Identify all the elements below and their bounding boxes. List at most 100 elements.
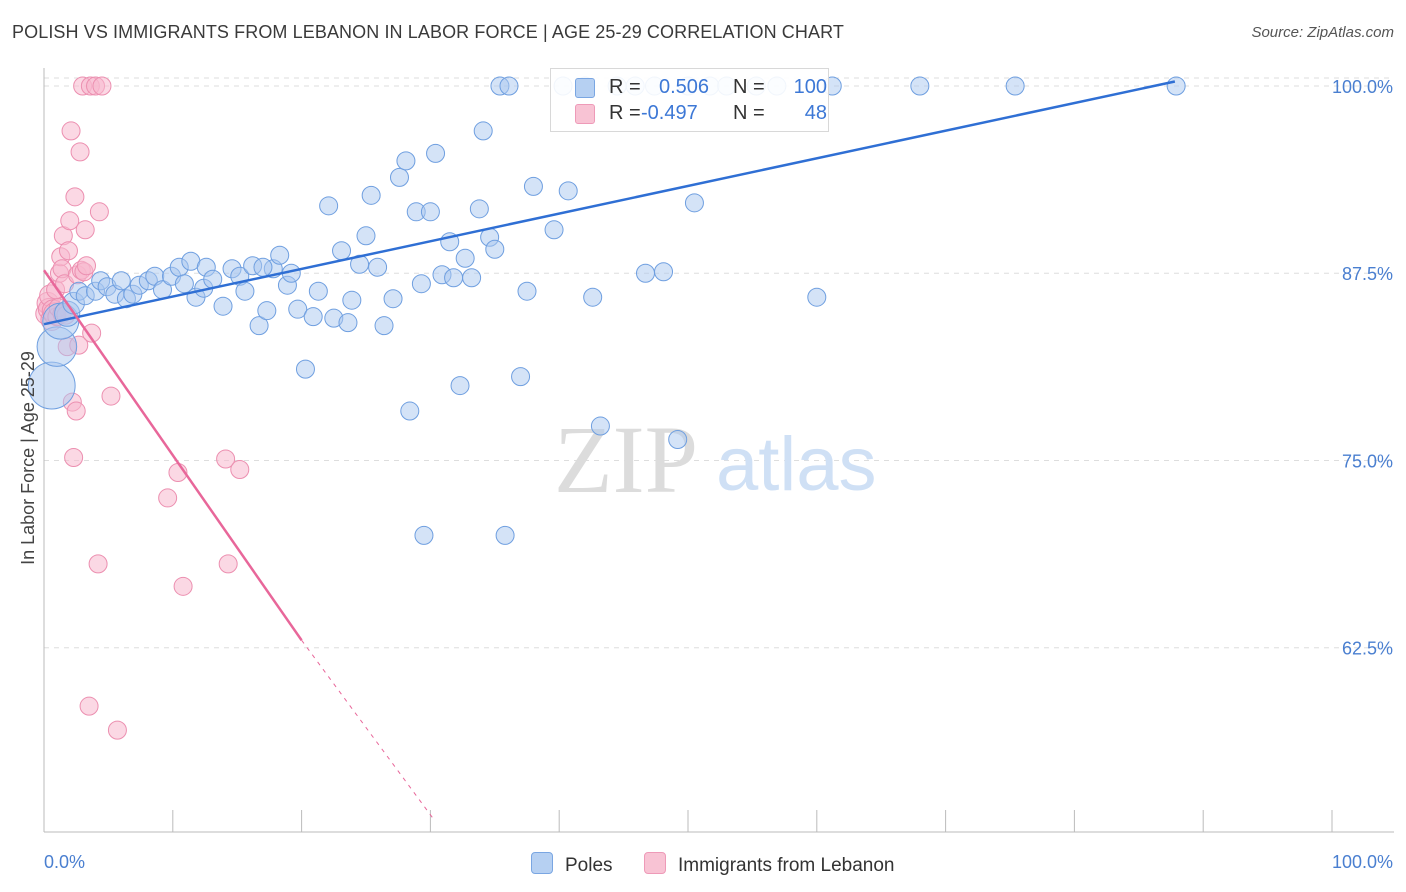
poles-point xyxy=(558,181,578,201)
poles-point xyxy=(635,263,655,283)
bottom-poles-swatch xyxy=(531,852,553,874)
bottom-lebanon-swatch xyxy=(644,852,666,874)
poles-point xyxy=(389,167,409,187)
lebanon-point xyxy=(82,323,102,343)
poles-point xyxy=(523,176,543,196)
poles-point xyxy=(1166,76,1186,96)
lebanon-trend-extension xyxy=(301,639,435,821)
lebanon-point xyxy=(107,720,127,740)
poles-point xyxy=(544,220,564,240)
poles-point xyxy=(257,301,277,321)
poles-point xyxy=(356,226,376,246)
poles-point xyxy=(332,241,352,261)
poles-point xyxy=(111,271,131,291)
poles-point xyxy=(462,268,482,288)
poles-r-value: 0.506 xyxy=(659,76,710,98)
y-tick-label: 75.0% xyxy=(1342,451,1393,471)
poles-point xyxy=(426,143,446,163)
lebanon-trend-line xyxy=(42,269,303,641)
poles-point xyxy=(668,430,688,450)
lebanon-point xyxy=(60,211,80,231)
poles-point xyxy=(249,316,269,336)
poles-point xyxy=(495,525,515,545)
lebanon-n-label: N = xyxy=(733,102,765,124)
poles-point xyxy=(654,262,674,282)
lebanon-point xyxy=(77,256,97,276)
y-tick-label: 62.5% xyxy=(1342,639,1393,659)
poles-point xyxy=(511,367,531,387)
lebanon-point xyxy=(61,121,81,141)
lebanon-point xyxy=(70,142,90,162)
lebanon-point xyxy=(64,447,84,467)
poles-point xyxy=(485,239,505,259)
poles-point xyxy=(469,199,489,219)
trend-lines xyxy=(42,80,1176,821)
bottom-legend-lebanon: Immigrants from Lebanon xyxy=(644,852,895,877)
x-tick-label: 0.0% xyxy=(44,852,85,872)
poles-point xyxy=(295,359,315,379)
poles-point xyxy=(342,290,362,310)
lebanon-point xyxy=(216,449,236,469)
poles-point xyxy=(213,296,233,316)
watermark-atlas: atlas xyxy=(716,422,877,507)
poles-point xyxy=(590,416,610,436)
lebanon-point xyxy=(89,202,109,222)
y-axis-label: In Labor Force | Age 25-29 xyxy=(18,351,38,565)
source-credit: Source: ZipAtlas.com xyxy=(1251,24,1394,41)
poles-n-value: 100 xyxy=(793,76,827,98)
poles-point xyxy=(400,401,420,421)
poles-point xyxy=(383,289,403,309)
lebanon-point xyxy=(79,696,99,716)
lebanon-r-label: R = xyxy=(609,102,641,124)
poles-point xyxy=(807,287,827,307)
poles-point xyxy=(473,121,493,141)
poles-point xyxy=(450,376,470,396)
x-tick-label: 100.0% xyxy=(1332,852,1393,872)
poles-point xyxy=(303,307,323,327)
lebanon-n-value: 48 xyxy=(804,102,827,124)
watermark: ZIP atlas xyxy=(554,406,877,513)
lebanon-point xyxy=(65,187,85,207)
poles-point xyxy=(235,281,255,301)
poles-trend-line xyxy=(43,80,1176,326)
lebanon-point xyxy=(173,576,193,596)
poles-point xyxy=(174,274,194,294)
poles-point xyxy=(338,313,358,333)
lebanon-r-value: -0.497 xyxy=(641,102,698,124)
y-tick-label: 100.0% xyxy=(1332,77,1393,97)
poles-point xyxy=(499,76,519,96)
poles-point xyxy=(411,274,431,294)
lebanon-point xyxy=(58,241,78,261)
lebanon-swatch xyxy=(575,104,595,124)
axes xyxy=(43,68,1394,833)
poles-point xyxy=(684,193,704,213)
series-poles-points xyxy=(27,76,1186,545)
lebanon-point xyxy=(88,554,108,574)
poles-point xyxy=(1005,76,1025,96)
chart-title: POLISH VS IMMIGRANTS FROM LEBANON IN LAB… xyxy=(12,22,844,42)
poles-r-label: R = xyxy=(609,76,641,98)
poles-point xyxy=(270,245,290,265)
lebanon-point xyxy=(218,554,238,574)
poles-point xyxy=(288,299,308,319)
poles-point xyxy=(319,196,339,216)
watermark-zip: ZIP xyxy=(554,406,698,513)
poles-point xyxy=(420,202,440,222)
bottom-poles-label: Poles xyxy=(565,855,613,876)
poles-point xyxy=(361,185,381,205)
lebanon-point xyxy=(92,76,112,96)
poles-n-label: N = xyxy=(733,76,765,98)
y-tick-label: 87.5% xyxy=(1342,264,1393,284)
lebanon-point xyxy=(66,401,86,421)
poles-point xyxy=(910,76,930,96)
poles-point xyxy=(368,257,388,277)
poles-point xyxy=(374,316,394,336)
poles-point xyxy=(308,281,328,301)
series-lebanon-points xyxy=(35,76,250,740)
correlation-legend: R = 0.506 N = 100 R = -0.497 N = 48 xyxy=(550,68,829,132)
poles-point xyxy=(517,281,537,301)
lebanon-point xyxy=(230,459,250,479)
poles-point xyxy=(583,287,603,307)
poles-point xyxy=(455,248,475,268)
